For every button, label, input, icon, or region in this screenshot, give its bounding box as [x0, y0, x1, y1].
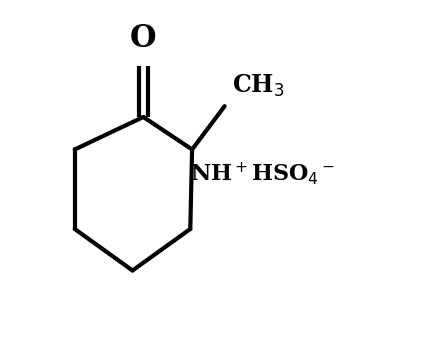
Text: CH$_3$: CH$_3$ — [232, 73, 284, 99]
Text: O: O — [130, 23, 156, 54]
Text: NH$^+$HSO$_4$$^-$: NH$^+$HSO$_4$$^-$ — [191, 160, 335, 187]
